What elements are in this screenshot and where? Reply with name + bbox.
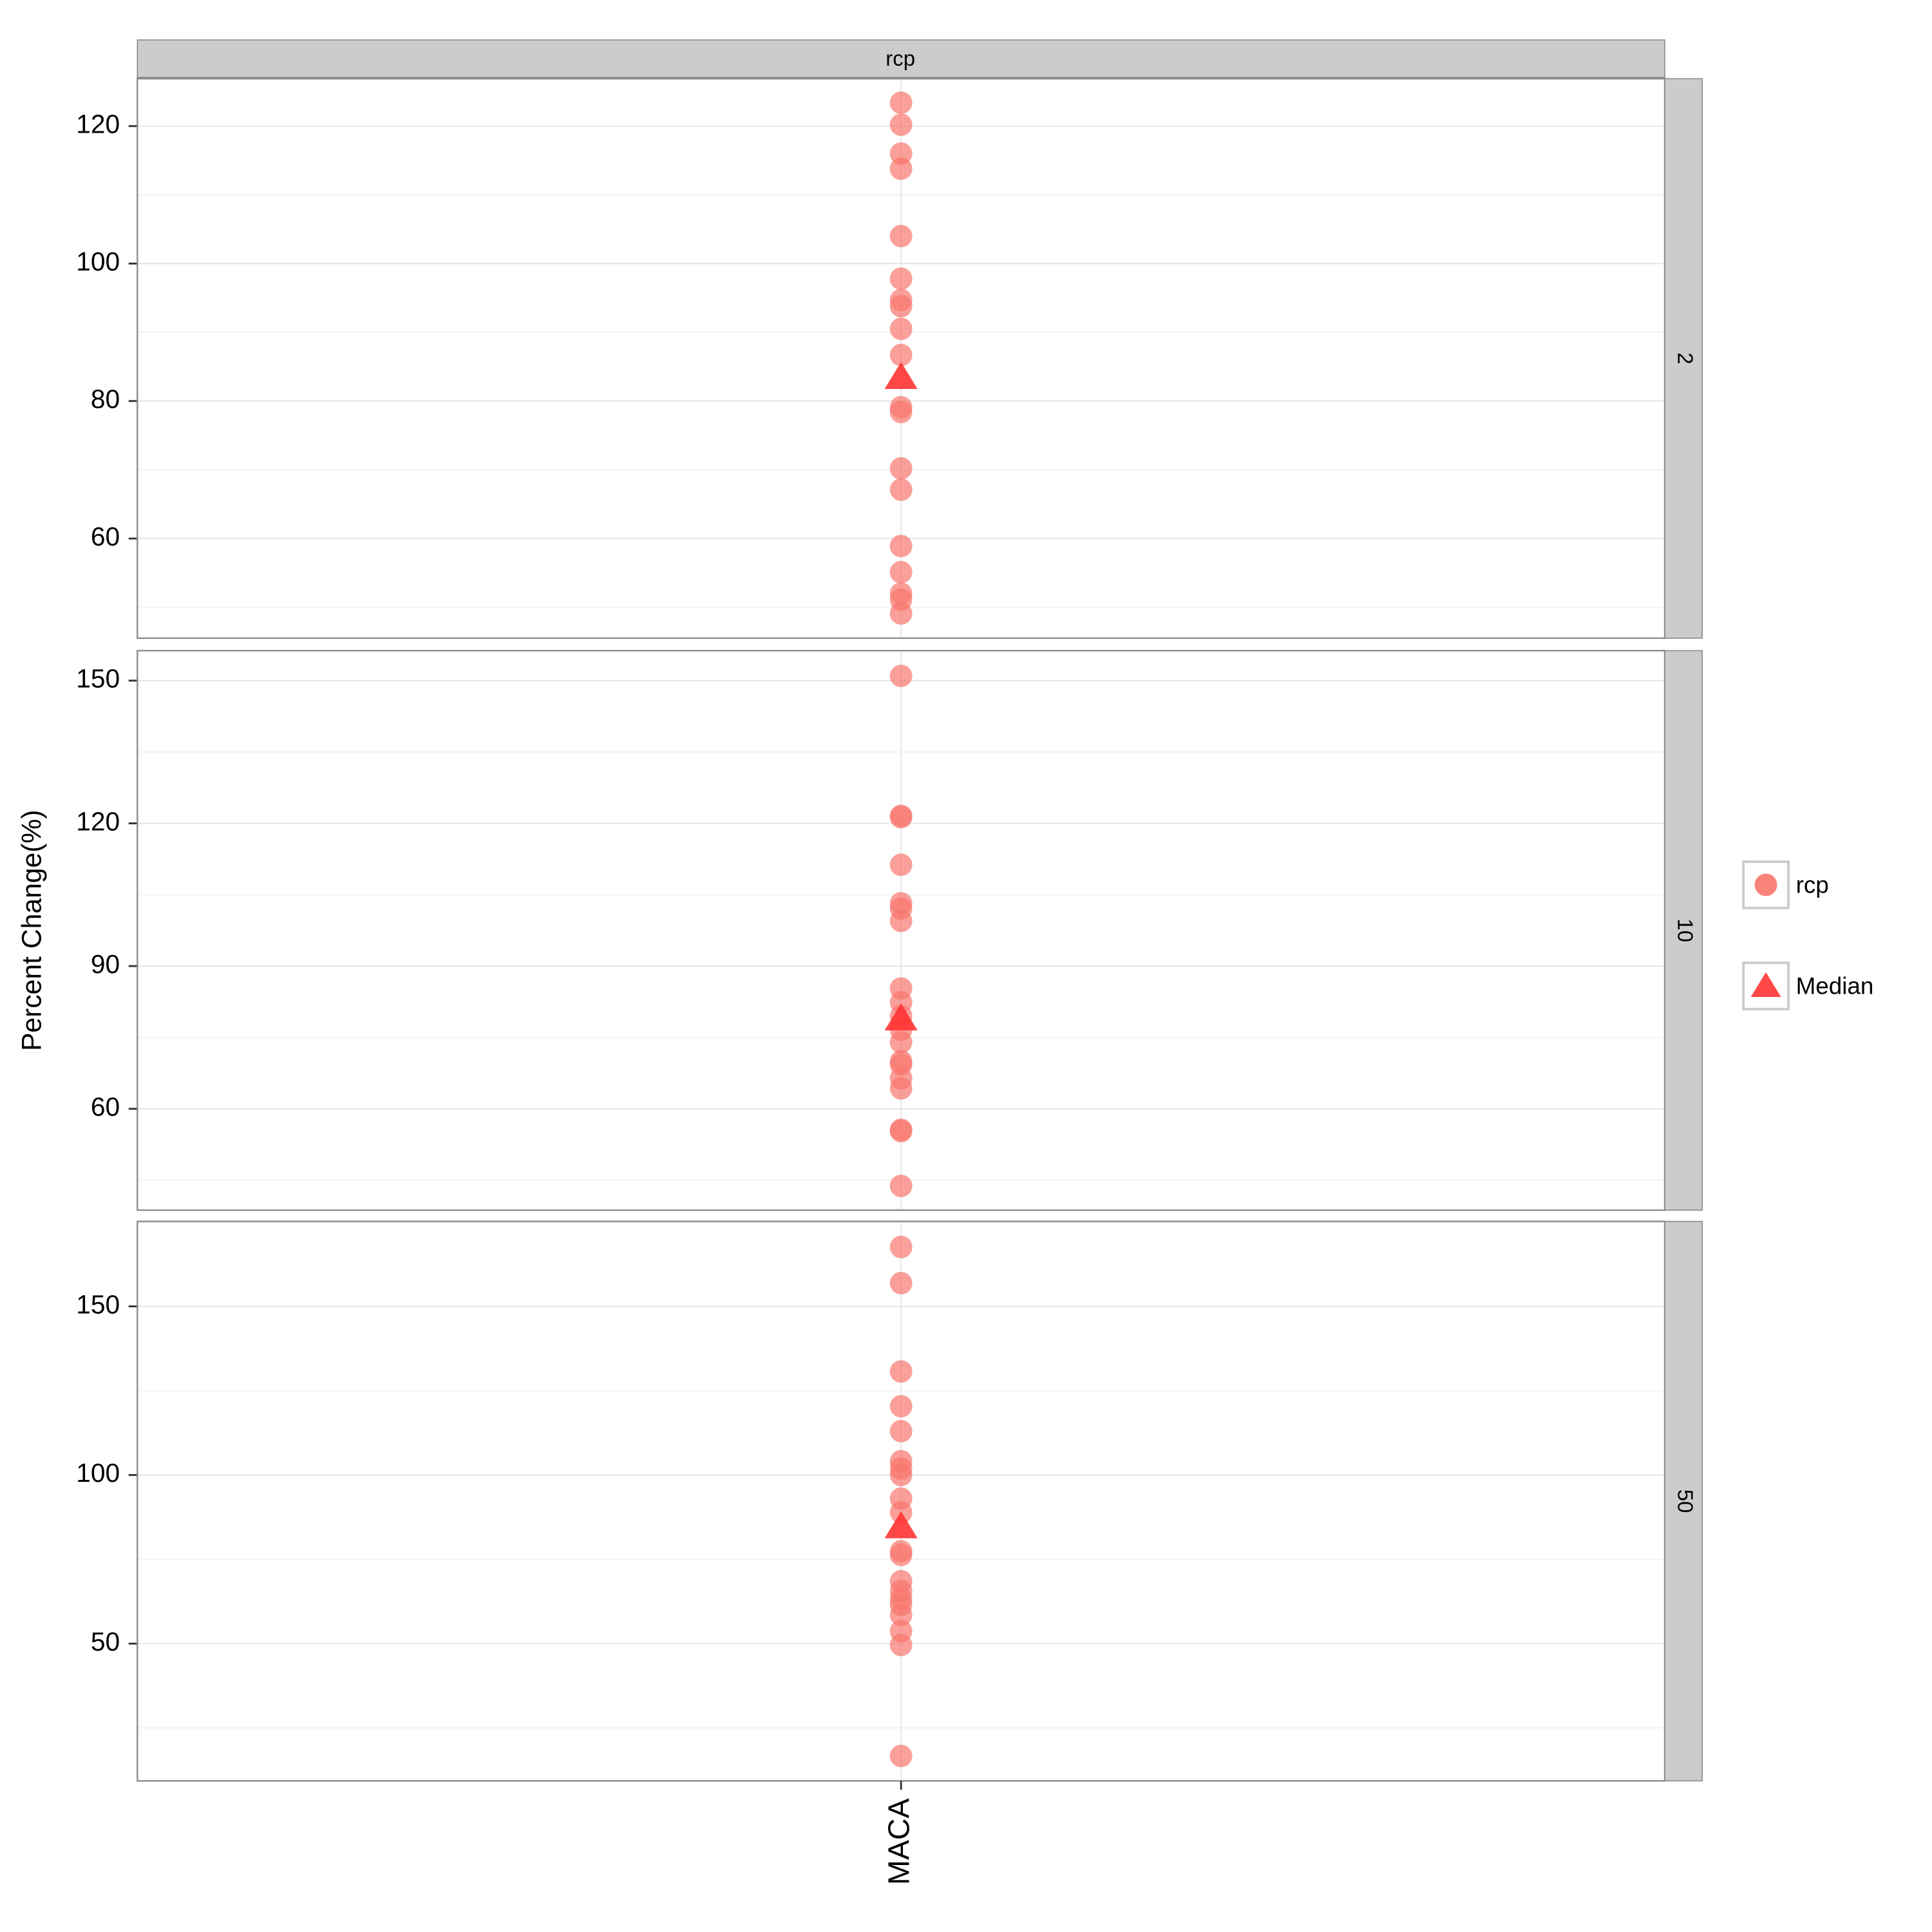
- point: [889, 602, 913, 625]
- facet-strip: [1664, 78, 1703, 639]
- facet-strip: [1664, 1220, 1703, 1782]
- point: [889, 1120, 913, 1142]
- point: [889, 561, 913, 583]
- y-tick-label: 50: [91, 1627, 120, 1656]
- point: [889, 113, 913, 137]
- legend-symbol: [1750, 972, 1781, 998]
- point: [889, 1174, 913, 1197]
- point: [889, 1271, 913, 1294]
- median-marker: [884, 1003, 918, 1031]
- y-tick-label: 150: [76, 664, 120, 694]
- point: [889, 665, 913, 687]
- point: [889, 91, 913, 114]
- legend-label: Median: [1796, 973, 1874, 999]
- y-tick-label: 60: [91, 522, 120, 551]
- y-tick-label: 150: [76, 1289, 120, 1319]
- facet-label: 2: [1673, 352, 1697, 364]
- point: [889, 1745, 913, 1768]
- point: [889, 401, 913, 424]
- point: [889, 343, 913, 366]
- point: [889, 806, 913, 829]
- x-tick-label: MACA: [882, 1799, 915, 1885]
- point: [889, 1604, 913, 1627]
- y-tick-label: 90: [91, 949, 120, 979]
- point: [889, 1235, 913, 1258]
- facet-label: 50: [1673, 1490, 1697, 1513]
- point: [889, 535, 913, 558]
- median-marker: [884, 1511, 918, 1539]
- point: [889, 1419, 913, 1443]
- y-axis-label: Percent Change(%): [17, 810, 48, 1051]
- point: [889, 317, 913, 341]
- point: [889, 478, 913, 501]
- y-tick-label: 100: [76, 1458, 120, 1488]
- y-tick-label: 120: [76, 806, 120, 836]
- point: [889, 225, 913, 248]
- legend-symbol: [1754, 873, 1777, 896]
- point: [889, 1544, 913, 1566]
- facet-label: 10: [1673, 918, 1697, 942]
- point: [889, 1360, 913, 1383]
- strip: [137, 39, 1665, 79]
- point: [889, 457, 913, 480]
- point: [889, 267, 913, 290]
- y-tick-label: 60: [91, 1092, 120, 1122]
- legend-label: rcp: [1796, 872, 1829, 898]
- point: [889, 157, 913, 180]
- point: [889, 1030, 913, 1054]
- point: [889, 1077, 913, 1100]
- point: [889, 909, 913, 933]
- point: [889, 1395, 913, 1418]
- point: [889, 294, 913, 317]
- point: [889, 1463, 913, 1486]
- strip-label: rcp: [886, 46, 915, 70]
- point: [889, 1633, 913, 1656]
- y-tick-label: 80: [91, 384, 120, 413]
- facet-strip: [1664, 650, 1703, 1211]
- point: [889, 853, 913, 876]
- median-marker: [884, 362, 918, 389]
- y-tick-label: 120: [76, 109, 120, 139]
- y-tick-label: 100: [76, 247, 120, 276]
